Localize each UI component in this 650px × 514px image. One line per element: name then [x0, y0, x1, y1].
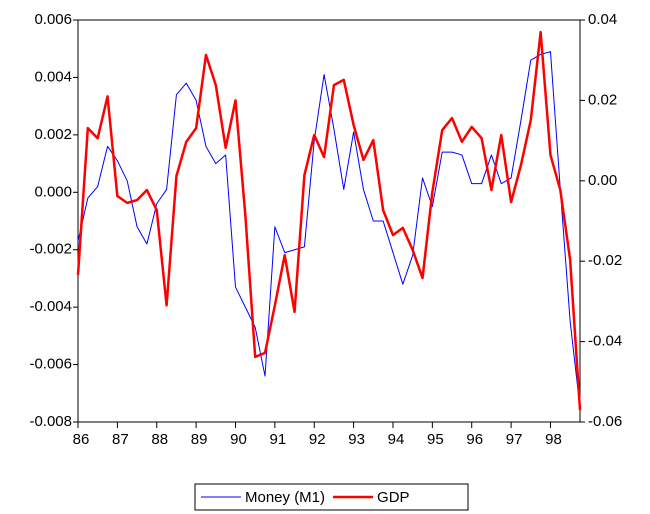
y2-tick-label: 0.02 — [588, 91, 617, 108]
y-tick-label: 0.002 — [34, 126, 72, 143]
y-tick-label: -0.002 — [29, 241, 72, 258]
x-tick-label: 88 — [151, 431, 168, 448]
y-tick-label: 0.000 — [34, 183, 72, 200]
y2-tick-label: 0.04 — [588, 11, 617, 28]
y2-tick-label: -0.02 — [588, 252, 622, 269]
y2-tick-label: -0.06 — [588, 413, 622, 430]
series-line — [76, 30, 582, 411]
y-tick-label: -0.006 — [29, 356, 72, 373]
y-tick-label: 0.006 — [34, 11, 72, 28]
y-tick-label: -0.004 — [29, 298, 72, 315]
x-tick-label: 87 — [112, 431, 129, 448]
x-tick-label: 94 — [388, 431, 405, 448]
y2-tick-label: 0.00 — [588, 172, 617, 189]
y-tick-label: 0.004 — [34, 68, 72, 85]
x-tick-label: 96 — [466, 431, 483, 448]
legend-label: Money (M1) — [245, 489, 325, 506]
series-line — [77, 51, 581, 408]
x-tick-label: 98 — [545, 431, 562, 448]
legend-label: GDP — [377, 489, 410, 506]
x-tick-label: 95 — [427, 431, 444, 448]
plot-frame — [77, 19, 581, 423]
x-tick-label: 90 — [230, 431, 247, 448]
x-tick-label: 91 — [270, 431, 287, 448]
x-tick-label: 97 — [506, 431, 523, 448]
x-tick-label: 92 — [309, 431, 326, 448]
y-tick-label: -0.008 — [29, 413, 72, 430]
x-tick-label: 93 — [348, 431, 365, 448]
x-tick-label: 89 — [191, 431, 208, 448]
x-tick-label: 86 — [73, 431, 90, 448]
y2-tick-label: -0.04 — [588, 333, 622, 350]
